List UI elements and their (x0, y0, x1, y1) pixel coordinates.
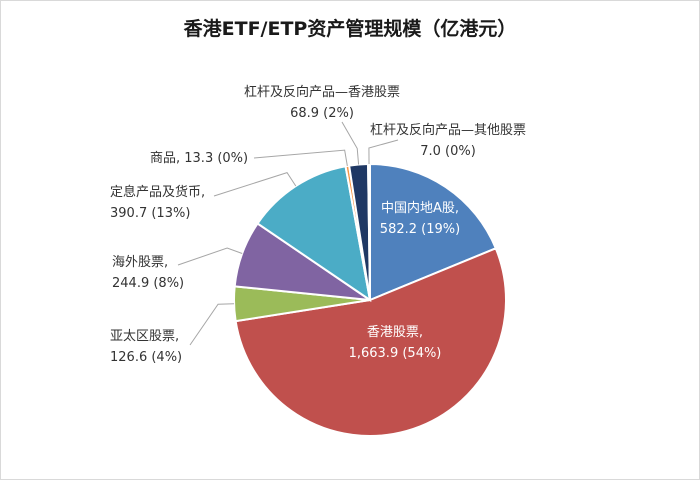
data-label: 中国内地A股, 582.2 (19%) (380, 200, 460, 237)
data-label: 亚太区股票, 126.6 (4%) (110, 329, 182, 365)
data-label: 海外股票, 244.9 (8%) (112, 255, 184, 291)
pie-slice (367, 162, 371, 301)
leader-line (341, 121, 360, 165)
data-label: 杠杆及反向产品—香港股票 68.9 (2%) (244, 84, 400, 121)
leader-line (177, 247, 243, 266)
leader-line (368, 139, 399, 165)
pie-slice (234, 247, 507, 437)
data-label: 杠杆及反向产品—其他股票 7.0 (0%) (370, 122, 526, 159)
leader-line (189, 303, 235, 346)
data-label: 香港股票, 1,663.9 (54%) (349, 325, 442, 361)
leader-line (213, 172, 297, 197)
data-label: 商品, 13.3 (0%) (150, 151, 248, 166)
pie-slice (369, 162, 498, 302)
chart-title: 香港ETF/ETP资产管理规模（亿港元） (183, 18, 517, 40)
leader-line (253, 149, 348, 166)
data-label: 定息产品及货币, 390.7 (13%) (110, 184, 205, 221)
